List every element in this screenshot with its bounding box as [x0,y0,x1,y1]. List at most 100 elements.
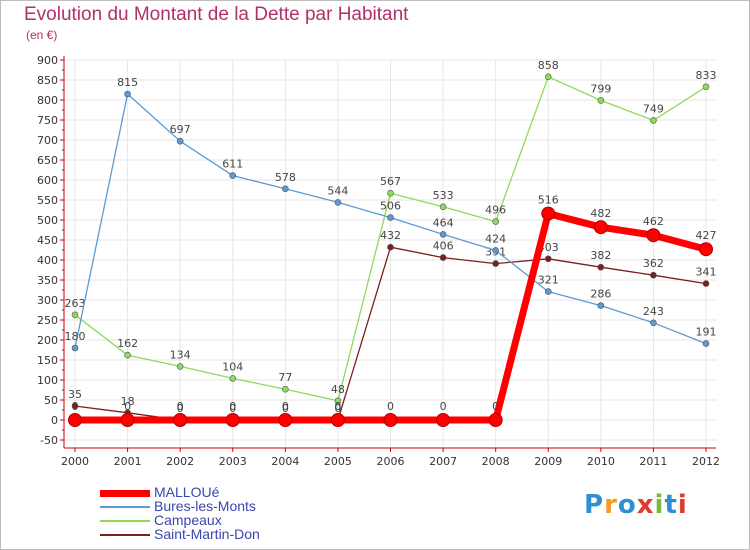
y-tick-label: 400 [37,254,58,267]
data-label-campeaux: 799 [590,82,611,95]
data-label-mallou: 516 [538,194,559,207]
data-label-campeaux: 833 [696,69,717,82]
data-label-saint-martin-don: 341 [696,266,717,279]
data-point-campeaux [544,73,552,81]
logo-letter: i [677,490,688,520]
data-point-mallou [541,206,556,221]
data-label-campeaux: 567 [380,175,401,188]
legend-label-bures-les-monts: Bures-les-Monts [154,498,256,514]
y-tick-label: 800 [37,94,58,107]
data-label-campeaux: 263 [65,297,86,310]
x-tick-label: 2012 [692,455,720,468]
data-point-campeaux [439,203,447,211]
legend-swatch-malloue [100,489,150,497]
data-point-mallou [330,413,345,427]
data-point-saint-martin-don [650,271,657,279]
data-label-mallou: 427 [696,229,717,242]
data-label-bures-les-monts: 180 [65,330,86,343]
y-tick-label: 750 [37,114,58,127]
data-label-mallou: 0 [124,400,131,413]
chart-title: Evolution du Montant de la Dette par Hab… [24,4,409,25]
data-label-bures-les-monts: 191 [696,326,717,339]
data-point-bures-les-monts [176,137,184,145]
data-label-campeaux: 533 [433,189,454,202]
data-point-saint-martin-don [702,280,710,287]
data-label-saint-martin-don: 362 [643,257,664,270]
y-tick-label: 650 [37,154,58,167]
data-label-bures-les-monts: 286 [590,288,611,301]
data-label-saint-martin-don: 0 [229,402,236,415]
x-tick-label: 2006 [377,455,405,468]
data-point-mallou [593,220,608,235]
y-tick-label: -50 [40,434,58,447]
data-point-mallou [173,413,188,427]
data-label-saint-martin-don: 432 [380,229,401,242]
data-label-bures-les-monts: 424 [485,232,506,245]
data-point-campeaux [702,83,710,91]
data-label-bures-les-monts: 321 [538,274,559,287]
data-point-bures-les-monts [650,319,657,327]
data-label-mallou: 0 [492,400,499,413]
data-point-bures-les-monts [439,231,447,238]
x-tick-label: 2001 [114,455,142,468]
y-tick-label: 600 [37,174,58,187]
data-point-bures-les-monts [334,199,342,206]
data-point-campeaux [334,397,342,405]
y-tick-label: 550 [37,194,58,207]
data-label-bures-les-monts: 815 [117,76,138,89]
data-point-mallou [68,413,82,427]
data-label-saint-martin-don: 382 [590,249,611,262]
y-tick-label: 100 [37,374,58,387]
data-label-mallou: 0 [229,400,236,413]
data-point-campeaux [492,218,499,225]
x-tick-label: 2009 [534,455,562,468]
data-point-campeaux [176,363,184,370]
data-point-mallou [383,413,398,427]
data-point-bures-les-monts [124,90,131,98]
data-point-mallou [646,228,661,243]
y-tick-label: 850 [37,74,58,87]
data-label-bures-les-monts: 697 [170,123,191,136]
data-label-saint-martin-don: 406 [433,240,454,253]
y-tick-label: 300 [37,294,58,307]
legend-swatch-campeaux [100,520,150,522]
x-tick-label: 2002 [166,455,194,468]
legend-label-campeaux: Campeaux [154,512,222,528]
x-tick-label: 2010 [587,455,615,468]
data-label-campeaux: 858 [538,59,559,72]
data-point-saint-martin-don [71,402,79,410]
data-point-campeaux [650,117,657,124]
data-point-mallou [278,413,293,427]
logo-letter: P [584,490,605,520]
data-point-bures-les-monts [544,288,552,295]
data-label-mallou: 0 [334,400,341,413]
data-point-mallou [225,413,240,427]
data-label-bures-les-monts: 544 [327,184,348,197]
data-label-saint-martin-don: 35 [68,388,82,401]
x-tick-label: 2004 [271,455,299,468]
data-label-bures-les-monts: 464 [433,216,454,229]
data-point-bures-les-monts [387,214,394,221]
data-label-mallou: 0 [282,400,289,413]
data-point-bures-les-monts [492,247,499,254]
legend-label-malloue: MALLOUé [154,484,220,500]
data-label-mallou: 0 [72,400,79,413]
y-tick-label: 200 [37,334,58,347]
data-point-campeaux [71,311,79,319]
data-label-mallou: 462 [643,215,664,228]
data-label-campeaux: 496 [485,204,506,217]
x-tick-label: 2008 [482,455,510,468]
data-point-campeaux [597,97,605,104]
data-point-bures-les-monts [702,340,710,347]
y-tick-label: 0 [51,414,58,427]
data-point-bures-les-monts [71,344,79,352]
data-label-campeaux: 104 [222,360,243,373]
logo-letter: r [604,490,618,520]
y-tick-label: 250 [37,314,58,327]
data-point-saint-martin-don [387,243,394,251]
y-tick-label: 900 [37,54,58,67]
logo-letter: o [617,490,637,520]
data-point-saint-martin-don [492,260,499,267]
data-label-campeaux: 77 [278,371,292,384]
